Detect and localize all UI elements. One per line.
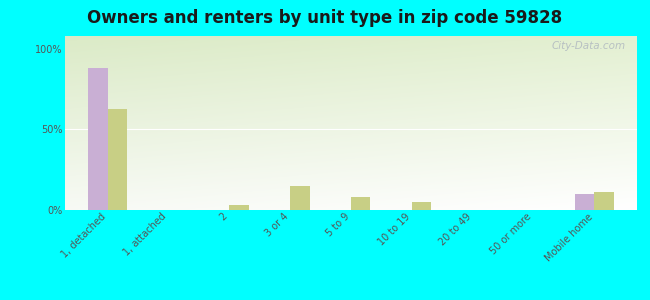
Text: City-Data.com: City-Data.com	[551, 41, 625, 51]
Bar	[412, 202, 432, 210]
Bar	[290, 186, 309, 210]
Bar	[229, 205, 249, 210]
Bar	[351, 197, 370, 210]
Bar	[594, 192, 614, 210]
Bar	[575, 194, 594, 210]
Bar	[88, 68, 108, 210]
Bar	[108, 109, 127, 210]
Text: Owners and renters by unit type in zip code 59828: Owners and renters by unit type in zip c…	[88, 9, 562, 27]
